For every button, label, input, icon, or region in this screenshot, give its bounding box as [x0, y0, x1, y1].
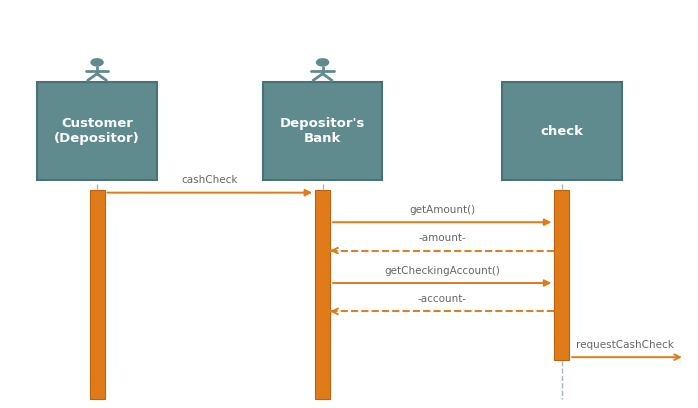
FancyBboxPatch shape [502, 82, 621, 180]
Text: cashCheck: cashCheck [181, 175, 238, 185]
Text: Customer
(Depositor): Customer (Depositor) [54, 117, 140, 145]
Bar [315, 190, 330, 399]
FancyBboxPatch shape [262, 82, 383, 180]
Bar [89, 190, 105, 399]
Text: check: check [540, 124, 584, 137]
Text: Depositor's
Bank: Depositor's Bank [280, 117, 365, 145]
FancyBboxPatch shape [37, 82, 157, 180]
Text: getCheckingAccount(): getCheckingAccount() [384, 266, 500, 276]
Text: -amount-: -amount- [418, 233, 466, 243]
Text: getAmount(): getAmount() [409, 205, 475, 215]
Text: requestCashCheck: requestCashCheck [576, 340, 674, 350]
Bar [554, 190, 570, 360]
Circle shape [317, 59, 329, 66]
Text: -account-: -account- [417, 294, 467, 304]
Circle shape [91, 59, 103, 66]
